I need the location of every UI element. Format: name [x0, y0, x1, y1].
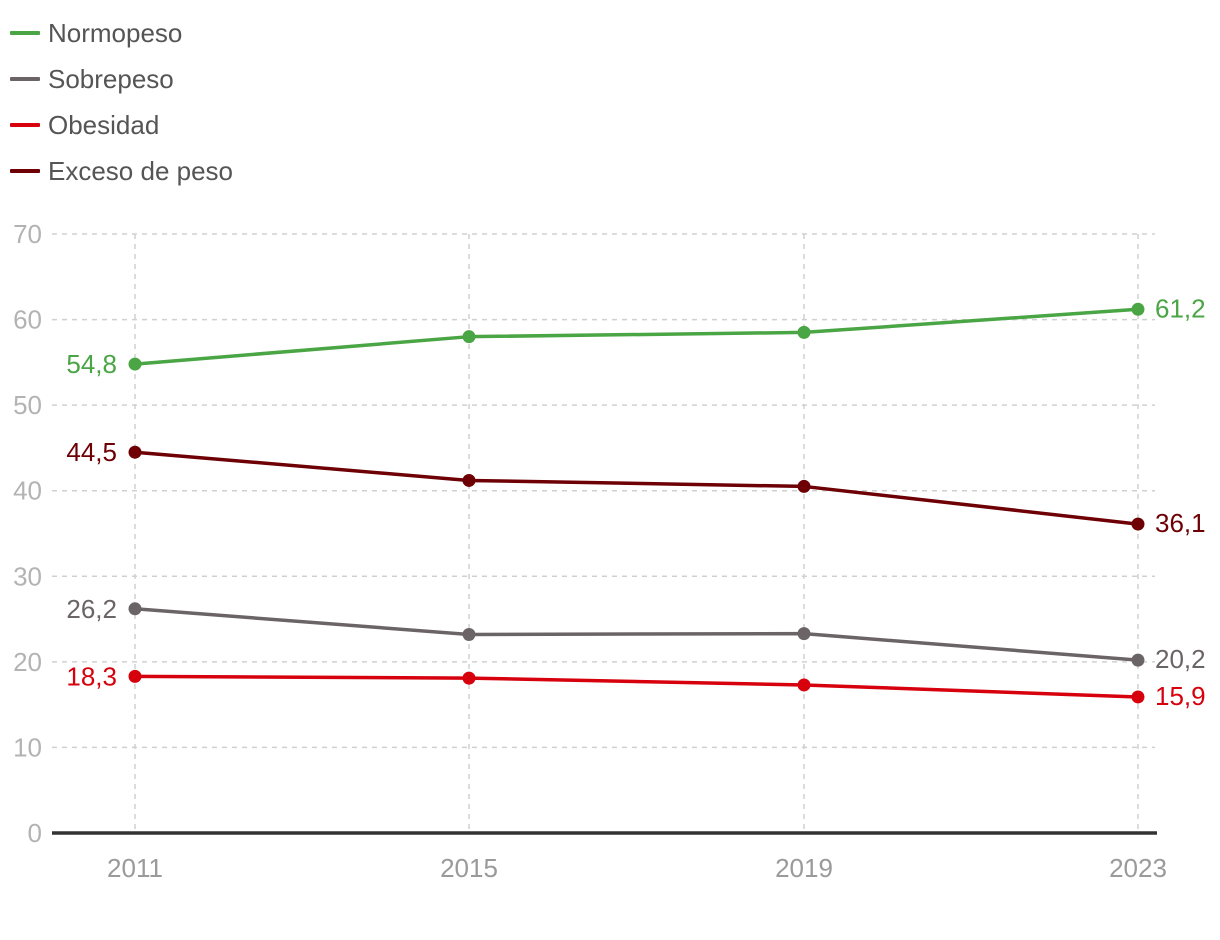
y-tick-label-70: 70: [13, 219, 42, 249]
data-point-sobrepeso-2015: [462, 627, 476, 641]
data-point-obesidad-2011: [128, 669, 142, 683]
data-point-normopeso-2019: [797, 325, 811, 339]
data-point-normopeso-2015: [462, 330, 476, 344]
series-line-normopeso: [133, 307, 1140, 366]
legend-item-obesidad: Obesidad: [10, 102, 233, 148]
data-label-obesidad-end: 15,9: [1155, 681, 1206, 711]
y-tick-label-10: 10: [13, 732, 42, 762]
data-point-exceso-de-peso-2019: [797, 479, 811, 493]
series-line-obesidad: [133, 674, 1140, 699]
y-tick-label-20: 20: [13, 647, 42, 677]
legend-item-sobrepeso: Sobrepeso: [10, 56, 233, 102]
data-label-normopeso-end: 61,2: [1155, 293, 1206, 323]
series-line-exceso-de-peso: [133, 450, 1140, 526]
legend-label-obesidad: Obesidad: [48, 110, 160, 140]
grid-layer: [52, 233, 1155, 833]
legend-swatch-exceso-de-peso: [10, 169, 40, 173]
data-point-normopeso-2011: [128, 357, 142, 371]
y-tick-label-30: 30: [13, 561, 42, 591]
chart-legend: Normopeso Sobrepeso Obesidad Exceso de p…: [10, 10, 233, 194]
y-tick-label-60: 60: [13, 305, 42, 335]
x-tick-label-2015: 2015: [440, 853, 498, 883]
data-label-sobrepeso-start: 26,2: [66, 594, 117, 624]
legend-label-sobrepeso: Sobrepeso: [48, 64, 174, 94]
data-point-exceso-de-peso-2011: [128, 445, 142, 459]
data-label-sobrepeso-end: 20,2: [1155, 644, 1206, 674]
y-tick-label-0: 0: [28, 818, 42, 848]
legend-swatch-sobrepeso: [10, 77, 40, 81]
data-point-normopeso-2023: [1131, 302, 1145, 316]
legend-item-exceso-de-peso: Exceso de peso: [10, 148, 233, 194]
legend-label-normopeso: Normopeso: [48, 18, 183, 48]
data-point-sobrepeso-2023: [1131, 653, 1145, 667]
series-layer: [128, 302, 1145, 704]
y-tick-label-50: 50: [13, 390, 42, 420]
y-tick-label-40: 40: [13, 476, 42, 506]
legend-label-exceso-de-peso: Exceso de peso: [48, 156, 234, 186]
x-tick-label-2023: 2023: [1109, 853, 1167, 883]
data-label-obesidad-start: 18,3: [66, 661, 117, 691]
data-point-sobrepeso-2019: [797, 627, 811, 641]
series-line-sobrepeso: [133, 607, 1140, 662]
data-label-exceso-de-peso-start: 44,5: [66, 437, 117, 467]
data-point-obesidad-2023: [1131, 690, 1145, 704]
label-layer: 54,8 61,2 26,2 20,2 18,3 15,9 44,5 36,1: [66, 293, 1205, 711]
data-point-obesidad-2019: [797, 678, 811, 692]
data-point-exceso-de-peso-2023: [1131, 517, 1145, 531]
data-point-exceso-de-peso-2015: [462, 473, 476, 487]
legend-swatch-obesidad: [10, 123, 40, 127]
data-label-exceso-de-peso-end: 36,1: [1155, 508, 1206, 538]
x-tick-label-2011: 2011: [107, 853, 163, 883]
x-tick-label-2019: 2019: [775, 853, 833, 883]
data-point-obesidad-2015: [462, 671, 476, 685]
axis-layer: 0 10 20 30 40 50 60 70 2011 2015 2019 2023: [13, 219, 1167, 883]
legend-swatch-normopeso: [10, 31, 40, 35]
data-label-normopeso-start: 54,8: [66, 349, 117, 379]
data-point-sobrepeso-2011: [128, 602, 142, 616]
legend-item-normopeso: Normopeso: [10, 10, 233, 56]
